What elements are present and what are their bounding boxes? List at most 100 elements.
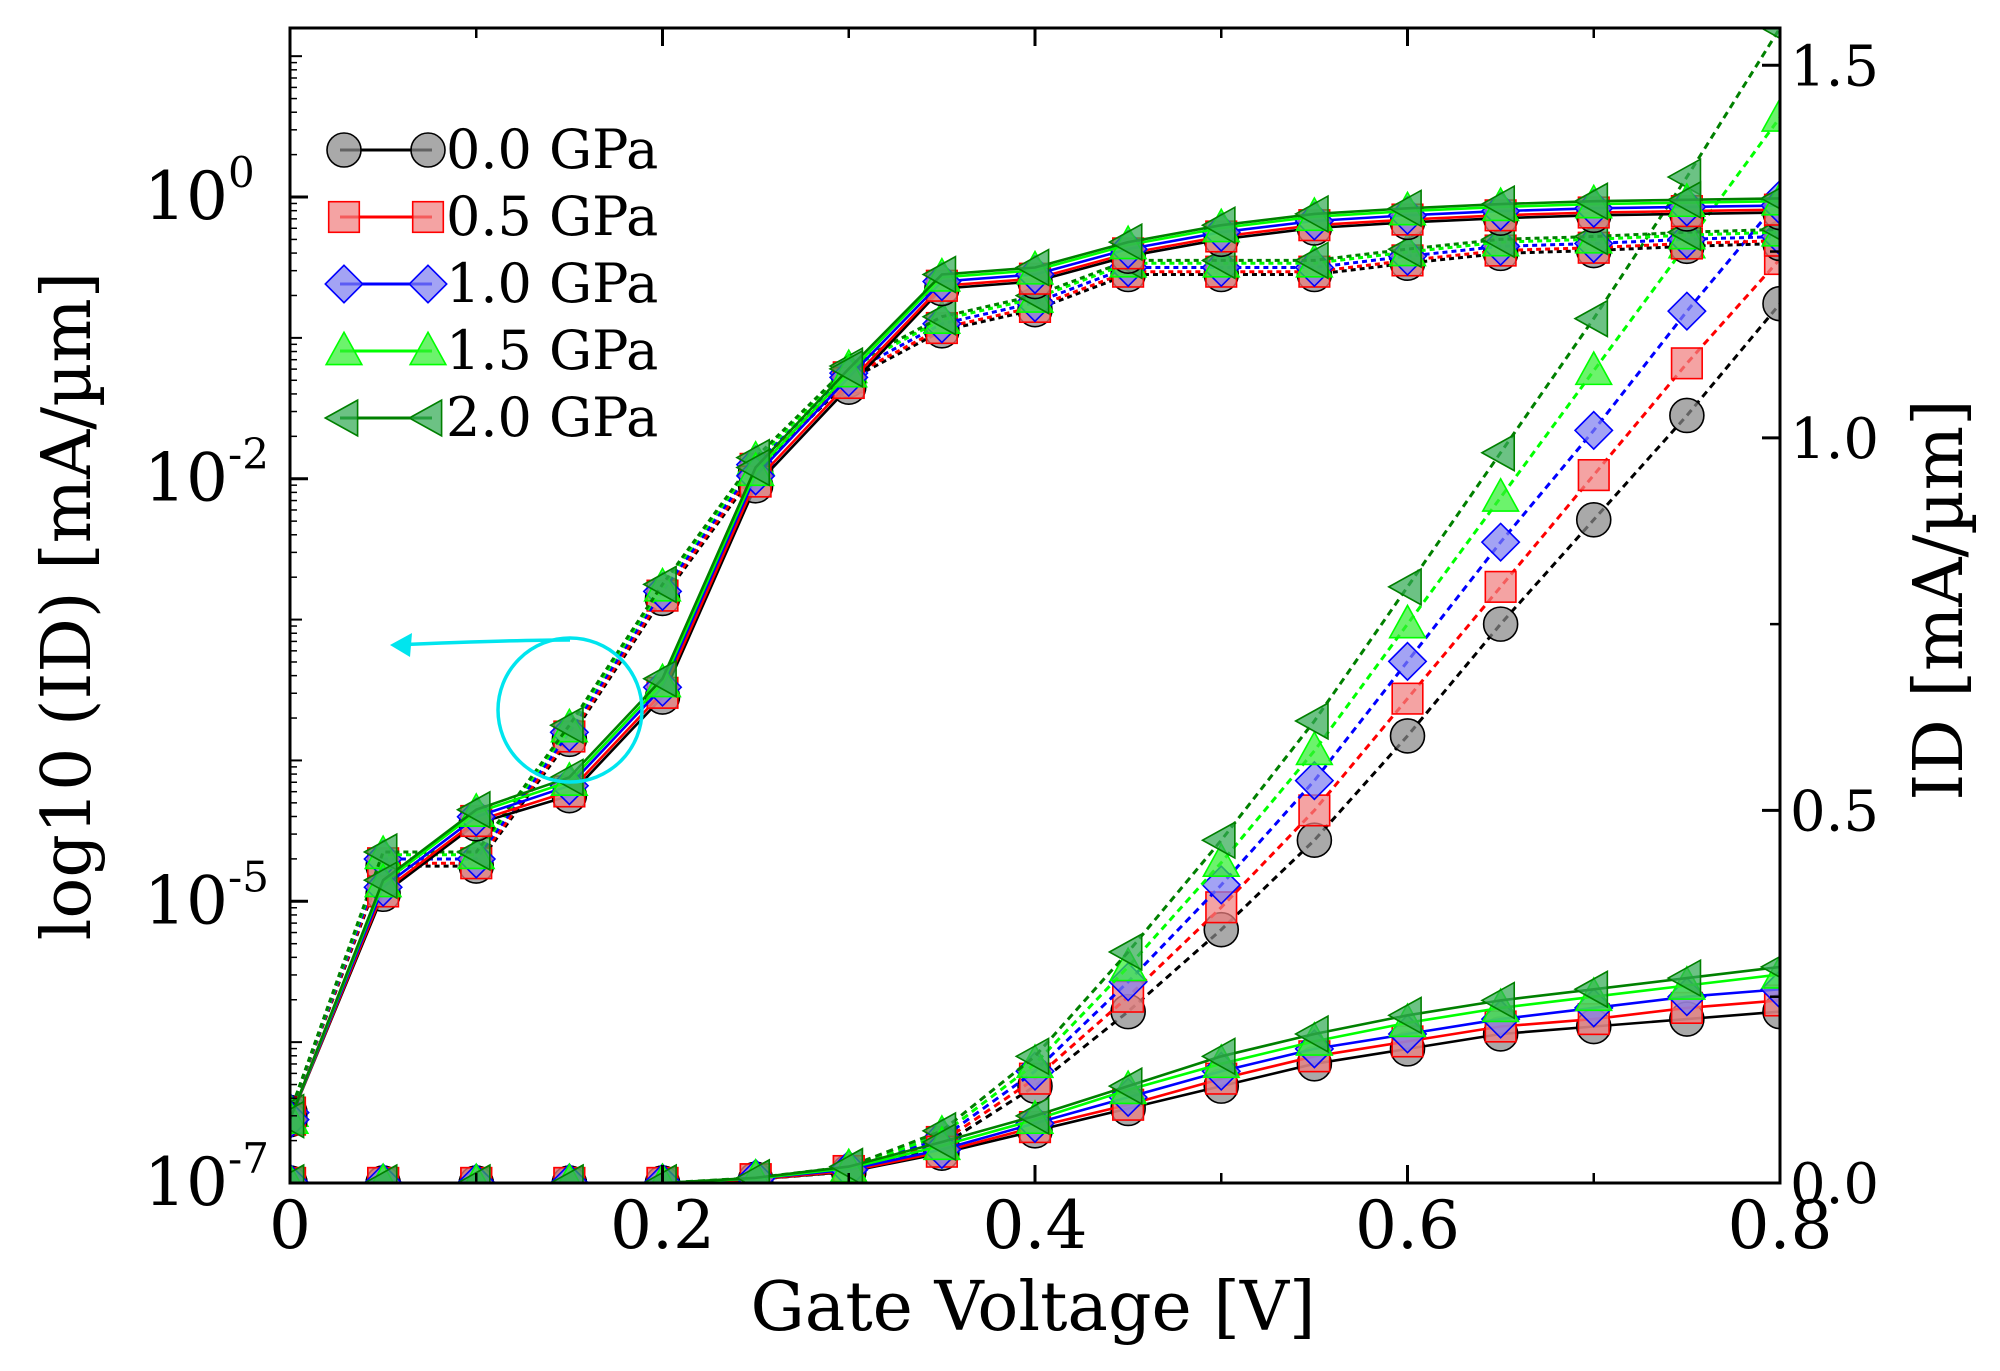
data-point xyxy=(362,832,398,872)
data-point xyxy=(1200,205,1236,245)
legend-label: 2.0 GPa xyxy=(446,386,658,449)
data-point xyxy=(1760,97,1780,132)
legend-label: 0.0 GPa xyxy=(446,118,658,181)
data-point xyxy=(1480,522,1521,562)
legend-marker xyxy=(324,264,364,304)
left-tick-label: 10 xyxy=(144,440,228,517)
data-point xyxy=(1294,701,1329,741)
legend-marker xyxy=(408,264,448,304)
legend-item: 1.0 GPa xyxy=(324,252,658,315)
data-point xyxy=(1294,241,1329,280)
x-axis: 0 0.2 0.4 0.6 0.8 xyxy=(269,28,1832,1264)
data-point xyxy=(1200,821,1236,860)
left-tick-exponent: 0 xyxy=(228,148,255,197)
legend-marker xyxy=(324,330,364,366)
data-point xyxy=(549,1163,584,1183)
data-point xyxy=(1575,502,1612,538)
data-point xyxy=(1387,567,1422,607)
data-point xyxy=(1200,1037,1236,1076)
data-point xyxy=(1294,760,1335,801)
left-axis: 10 010 -210 -510 -7 xyxy=(144,55,308,1221)
data-point xyxy=(1295,730,1334,766)
data-point xyxy=(1294,194,1329,234)
legend-label: 1.0 GPa xyxy=(446,252,658,315)
data-point xyxy=(1759,955,1780,979)
data-point xyxy=(1480,981,1516,1020)
right-tick-label: 0.5 xyxy=(1790,779,1879,844)
data-point xyxy=(1759,28,1780,40)
legend-item: 0.0 GPa xyxy=(326,118,658,181)
series-line xyxy=(290,116,1780,1183)
annotation xyxy=(390,633,644,784)
x-axis-title: Gate Voltage [V] xyxy=(750,1268,1315,1347)
data-point xyxy=(362,1163,398,1183)
data-point xyxy=(455,790,491,829)
data-point xyxy=(1759,187,1780,210)
data-point xyxy=(642,659,677,698)
data-point xyxy=(1201,865,1242,905)
data-point xyxy=(1480,433,1516,472)
data-point xyxy=(1014,1096,1050,1136)
legend-item: 2.0 GPa xyxy=(323,386,658,449)
data-point xyxy=(1014,248,1050,287)
data-point xyxy=(1387,229,1422,269)
right-tick-label: 1.0 xyxy=(1790,407,1879,472)
data-point xyxy=(1387,189,1422,228)
x-tick-label: 0.4 xyxy=(983,1187,1088,1264)
data-point xyxy=(1482,606,1519,642)
data-point xyxy=(1670,347,1703,380)
data-point xyxy=(642,565,677,604)
data-point xyxy=(735,1158,771,1183)
data-point xyxy=(1484,570,1517,603)
data-point xyxy=(1480,184,1516,224)
data-point xyxy=(549,758,584,797)
data-point xyxy=(1387,641,1428,682)
series-line xyxy=(290,28,1780,1183)
left-tick-label: 10 xyxy=(144,1144,228,1221)
data-point xyxy=(1391,682,1424,715)
legend-item: 0.5 GPa xyxy=(327,185,658,248)
series-lin_solid-2_0-GPa xyxy=(290,955,1780,1183)
left-tick-exponent: -5 xyxy=(228,852,269,901)
right-tick-label: 0.0 xyxy=(1790,1152,1879,1217)
legend-marker xyxy=(327,200,361,234)
legend-item: 1.5 GPa xyxy=(324,319,658,382)
data-point xyxy=(1573,410,1614,451)
x-tick-label: 0.6 xyxy=(1355,1187,1460,1264)
annotation-arrow-line xyxy=(394,638,571,647)
right-tick-label: 1.5 xyxy=(1790,34,1879,99)
data-point xyxy=(735,448,771,487)
x-tick-label: 0 xyxy=(269,1187,311,1264)
legend-marker xyxy=(323,398,359,438)
data-point xyxy=(1666,180,1702,220)
data-point xyxy=(1107,932,1143,972)
series-log_solid-2_0-GPa xyxy=(290,180,1780,1139)
data-point xyxy=(1481,477,1520,512)
data-point xyxy=(455,1163,491,1183)
data-point xyxy=(1667,291,1707,331)
data-point xyxy=(455,832,491,872)
right-axis-title: ID [mA/µm] xyxy=(1900,399,1979,800)
data-point xyxy=(1573,182,1609,221)
data-point xyxy=(921,255,957,294)
legend-marker xyxy=(407,398,443,438)
data-point xyxy=(1577,458,1610,492)
series-line xyxy=(290,302,1780,1183)
left-tick-exponent: -2 xyxy=(228,430,269,479)
x-tick-label: 0.8 xyxy=(1728,1187,1833,1264)
data-point xyxy=(1762,285,1780,322)
left-tick-exponent: -7 xyxy=(228,1134,269,1183)
legend-label: 0.5 GPa xyxy=(446,185,658,248)
data-point xyxy=(290,1100,305,1139)
data-point xyxy=(1294,1014,1329,1054)
data-point xyxy=(921,297,957,336)
data-point xyxy=(549,706,584,745)
left-tick-label: 10 xyxy=(144,862,228,939)
data-point xyxy=(290,1163,305,1183)
legend-marker xyxy=(411,200,445,234)
annotation-circle xyxy=(496,636,644,784)
data-point xyxy=(1107,1066,1143,1106)
data-point xyxy=(1388,603,1427,639)
